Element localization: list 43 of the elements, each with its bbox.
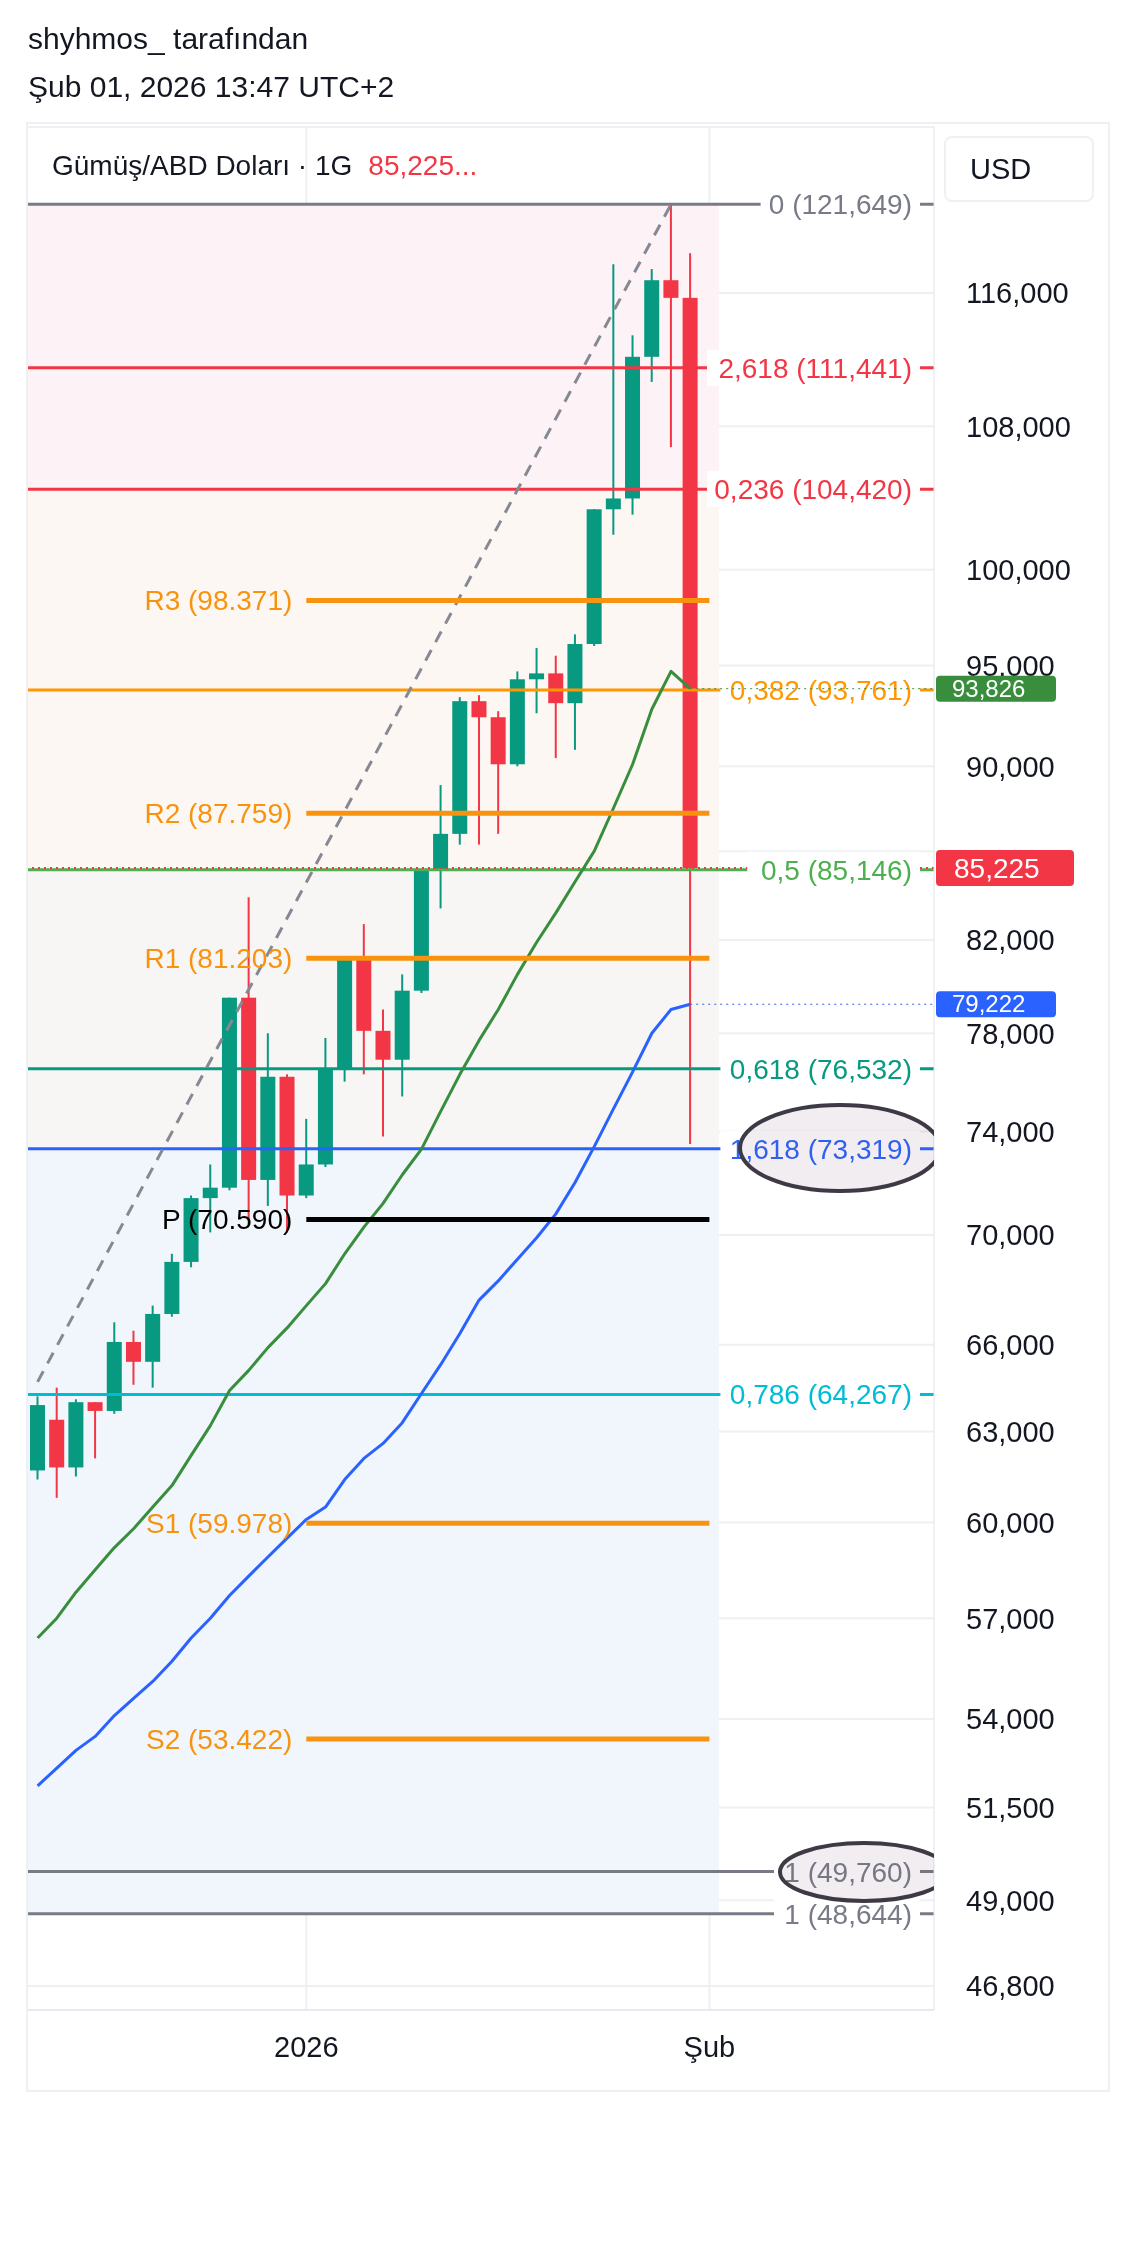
y-axis-title: USD [944, 136, 1094, 202]
ref-line-label: 0,5 (85,146) [761, 854, 912, 886]
y-tick-label: 63,000 [966, 1415, 1055, 1448]
ref-line-label: 0 (121,649) [768, 189, 912, 221]
candlestick [125, 1329, 141, 1386]
series-label: S1 (59.978) [145, 1508, 293, 1540]
ref-line-label: 0,382 (93,761) [729, 674, 912, 706]
y-tick-label: 70,000 [966, 1219, 1055, 1252]
y-tick-label: 54,000 [966, 1703, 1055, 1736]
text: Gümüş/ABD Doları · 1G [52, 150, 353, 182]
y-tick-label: 57,000 [966, 1602, 1055, 1635]
y-tick-label: 82,000 [966, 924, 1055, 957]
ref-line-label: 1 (48,644) [784, 1898, 912, 1930]
x-tick-label: Şub [683, 2030, 736, 2063]
ref-line-label: 1 (49,760) [784, 1856, 912, 1888]
series-label: S2 (53.422) [145, 1724, 293, 1756]
text: Şub 01, 2026 13:47 UTC+2 [28, 70, 395, 104]
y-tick-label: 100,000 [966, 554, 1071, 587]
ref-line-label: 0,786 (64,267) [729, 1379, 912, 1411]
candlestick [529, 646, 545, 715]
y-tick-label: 78,000 [966, 1017, 1055, 1050]
ref-line-label: 2,618 (111,441) [718, 352, 912, 384]
ref-line-label: 85,225 [954, 853, 1040, 885]
y-tick-label: 108,000 [966, 410, 1071, 443]
ref-line-label: 0,618 (76,532) [729, 1053, 912, 1085]
y-tick-label: 116,000 [966, 277, 1069, 310]
y-tick-label: 49,000 [966, 1884, 1055, 1917]
x-tick-label: 2026 [274, 2030, 339, 2063]
ref-line-label: 0,236 (104,420) [714, 474, 912, 506]
candlestick [87, 1401, 103, 1460]
series-label: R2 (87.759) [144, 798, 293, 830]
candlestick [471, 694, 487, 846]
y-tick-label: 66,000 [966, 1329, 1055, 1362]
y-tick-label: 60,000 [966, 1506, 1055, 1539]
series-label: R3 (98.371) [144, 585, 293, 617]
y-tick-label: 74,000 [966, 1115, 1055, 1148]
annotation: 85,225... [368, 150, 478, 182]
data-label: 79,222 [952, 990, 1026, 1018]
y-tick-label: 90,000 [966, 750, 1055, 783]
y-tick-label: 46,800 [966, 1970, 1055, 2003]
candlestick [605, 263, 621, 536]
y-tick-label: 51,500 [966, 1791, 1055, 1824]
text: shyhmos_ tarafından [28, 22, 309, 56]
